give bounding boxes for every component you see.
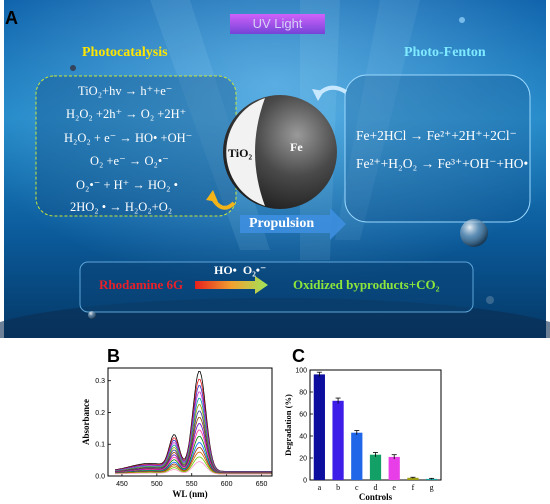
- x-tick-label: g: [430, 483, 434, 492]
- underwater-background: [0, 0, 550, 338]
- plot-area: 0 20 40 60 80 100 a b c d e f g Controls Degradation (…: [283, 368, 442, 502]
- x-tick-label: d: [374, 483, 378, 492]
- products-label: Oxidized byproducts+CO₂: [293, 277, 440, 292]
- y-tick-label: 0.0: [95, 474, 105, 481]
- fe-label: Fe: [290, 140, 303, 154]
- propulsion-label: Propulsion: [249, 216, 315, 231]
- bar: [332, 400, 344, 480]
- bar: [388, 456, 400, 480]
- reactant-label: Rhodamine 6G: [99, 277, 184, 292]
- x-axis-label: WL (nm): [172, 489, 207, 499]
- y-tick-label: 80: [299, 390, 307, 397]
- radicals-label: HO• O₂•⁻: [214, 263, 267, 277]
- tio2-label: TiO₂: [228, 146, 253, 160]
- y-tick-label: 0: [303, 478, 307, 485]
- y-tick-label: 60: [299, 412, 307, 419]
- panel-a-diagram: A UV Light Photocatalysis Photo-Fenton T…: [0, 0, 550, 338]
- x-tick-label: f: [412, 483, 415, 492]
- x-tick-label: b: [336, 483, 340, 492]
- plot-frame: [107, 367, 273, 477]
- photocatalysis-equation: H₂O₂ + e⁻ → HO• +OH⁻: [64, 131, 193, 145]
- photocatalysis-equation: O₂•⁻ + H⁺ → HO₂ •: [76, 178, 178, 192]
- photo-fenton-equation: Fe+2HCl → Fe²⁺+2H⁺+2Cl⁻: [356, 128, 517, 143]
- y-tick-label: 20: [299, 456, 307, 463]
- photocatalysis-title: Photocatalysis: [82, 45, 168, 60]
- x-tick-label: 550: [186, 481, 198, 488]
- spectrum-line: [115, 461, 272, 475]
- x-tick-label: 650: [256, 481, 268, 488]
- x-tick-label: 600: [221, 481, 233, 488]
- y-tick-label: 40: [299, 434, 307, 441]
- photo-fenton-equation: Fe²⁺+H₂O₂ → Fe³⁺+OH⁻+HO•: [356, 156, 529, 171]
- x-tick-label: 500: [151, 481, 163, 488]
- x-tick-label: a: [318, 483, 322, 492]
- x-tick-label: c: [355, 483, 359, 492]
- bar: [407, 477, 419, 480]
- x-tick-label: 450: [116, 481, 128, 488]
- photocatalysis-equation: TiO₂+hv → h⁺+e⁻: [78, 84, 173, 98]
- bar: [369, 454, 382, 480]
- y-tick-label: 0.3: [95, 378, 105, 385]
- y-tick-label: 100: [295, 368, 307, 375]
- panel-a-letter: A: [5, 8, 18, 28]
- degradation-bar-chart: 0 20 40 60 80 100 a b c d e f g Controls Degradation (…: [283, 368, 442, 502]
- bar: [426, 478, 438, 480]
- photocatalysis-equation: O₂ +e⁻ → O₂•⁻: [90, 154, 169, 168]
- y-tick-label: 0.1: [95, 442, 105, 449]
- panel-c-letter: C: [292, 346, 305, 366]
- uv-light-label: UV Light: [252, 16, 303, 31]
- absorbance-spectrum-chart: 450 500 550 600 650 0.0 0.1 0.2 0.3 WL (nm) Absorb…: [81, 367, 273, 499]
- panel-b-letter: B: [107, 346, 120, 366]
- photocatalysis-equation: H₂O₂ +2h⁺ → O₂ +2H⁺: [66, 107, 187, 121]
- plot-area: 450 500 550 600 650 0.0 0.1 0.2 0.3 WL (nm) Absorb…: [81, 367, 273, 499]
- bar: [313, 374, 325, 480]
- bar: [351, 432, 363, 480]
- y-axis-label: Degradation (%): [283, 394, 293, 456]
- x-axis-label: Controls: [359, 492, 393, 502]
- photocatalysis-equation: 2HO₂ • → H₂O₂+O₂: [70, 200, 173, 214]
- y-axis-label: Absorbance: [81, 399, 91, 445]
- photo-fenton-title: Photo-Fenton: [404, 45, 486, 60]
- x-tick-label: e: [392, 483, 396, 492]
- y-tick-label: 0.2: [95, 410, 105, 417]
